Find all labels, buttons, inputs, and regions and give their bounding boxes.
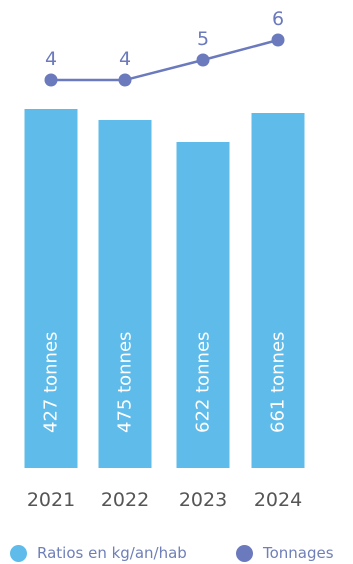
combo-chart: 427 tonnes 475 tonnes 622 tonnes 661 tonnes…	[24, 8, 305, 511]
tonnages-value-label: 4	[119, 48, 131, 70]
bar-value-label: 661 tonnes	[268, 332, 289, 433]
x-tick-label: 2023	[179, 489, 227, 511]
bar	[176, 142, 230, 468]
x-tick-label: 2021	[27, 489, 75, 511]
bar	[98, 120, 152, 468]
x-tick-label: 2024	[254, 489, 302, 511]
tonnages-value-label: 4	[45, 48, 57, 70]
bar-value-label: 475 tonnes	[115, 332, 136, 433]
tonnages-point	[271, 33, 285, 47]
tonnages-value-label: 5	[197, 28, 209, 50]
legend-swatch-ratios	[10, 544, 27, 562]
tonnages-value-label: 6	[272, 8, 284, 30]
legend-swatch-tonnages	[236, 544, 253, 562]
legend-label-ratios: Ratios en kg/an/hab	[37, 544, 187, 562]
tonnages-point	[196, 53, 210, 67]
legend-item-tonnages[interactable]: Tonnages	[236, 544, 334, 562]
tonnages-point	[44, 73, 58, 87]
bar-value-label: 427 tonnes	[41, 332, 62, 433]
bar	[24, 109, 78, 468]
legend-item-ratios[interactable]: Ratios en kg/an/hab	[10, 544, 187, 562]
tonnages-point	[118, 73, 132, 87]
legend-label-tonnages: Tonnages	[263, 544, 334, 562]
tonnages-line	[51, 38, 279, 82]
legend: Ratios en kg/an/hab Tonnages	[0, 540, 353, 564]
bar	[251, 113, 305, 468]
bar-value-label: 622 tonnes	[193, 332, 214, 433]
x-tick-label: 2022	[101, 489, 149, 511]
